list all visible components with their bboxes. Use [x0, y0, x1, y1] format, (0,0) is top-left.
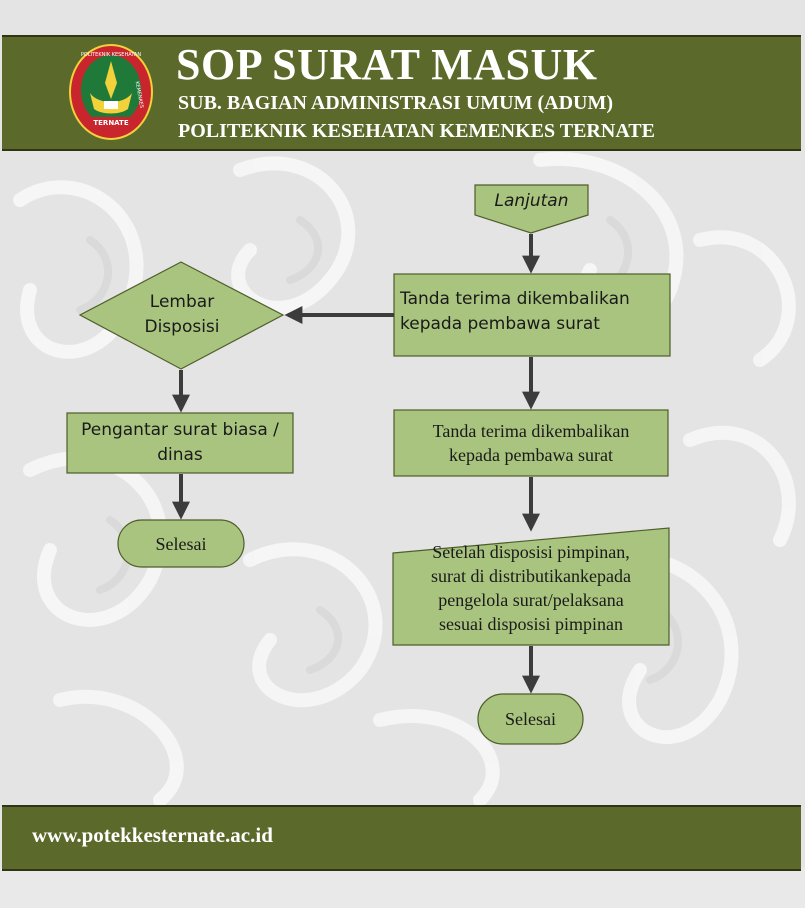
node-lanjutan-label: Lanjutan: [494, 190, 569, 211]
website-link[interactable]: www.potekkesternate.ac.id: [32, 823, 273, 847]
node-tanda-terima-1-shape: [393, 273, 671, 357]
header-banner: TERNATE POLITEKNIK KESEHATAN KEMENKES SO…: [2, 35, 801, 151]
node-tanda-terima-2-shape: [393, 409, 669, 477]
page-subtitle-institution: POLITEKNIK KESEHATAN KEMENKES TERNATE: [178, 120, 655, 142]
node-lanjutan-shape: [474, 184, 589, 234]
footer-banner: www.potekkesternate.ac.id: [2, 805, 801, 871]
poltekkes-logo: TERNATE POLITEKNIK KESEHATAN KEMENKES: [69, 44, 153, 140]
logo-side-text: KEMENKES: [134, 81, 145, 109]
page-title: SOP SURAT MASUK: [176, 40, 598, 89]
node-selesai-right-label: Selesai: [505, 709, 556, 729]
node-lembar-disposisi-label: Lembar Disposisi: [144, 292, 220, 337]
node-pengantar-shape: [66, 412, 294, 474]
node-tanda-terima-2-label: Tanda terima dikembalikan kepada pembawa…: [432, 421, 630, 465]
node-distribusi-shape: [392, 527, 670, 646]
node-tanda-terima-1-label: Tanda terima dikembalikan kepada pembawa…: [400, 289, 630, 334]
node-lembar-disposisi-shape: [78, 261, 285, 370]
logo-bottom-text: TERNATE: [93, 119, 128, 127]
node-distribusi-label: Setelah disposisi pimpinan, surat di dis…: [431, 542, 631, 634]
page-subtitle-department: SUB. BAGIAN ADMINISTRASI UMUM (ADUM): [178, 92, 614, 114]
node-selesai-left-shape: [117, 519, 245, 568]
node-selesai-right-shape: [477, 693, 584, 745]
node-selesai-left-label: Selesai: [155, 533, 207, 554]
node-pengantar-label: Pengantar surat biasa / dinas: [81, 420, 279, 465]
logo-top-text: POLITEKNIK KESEHATAN: [81, 52, 141, 58]
